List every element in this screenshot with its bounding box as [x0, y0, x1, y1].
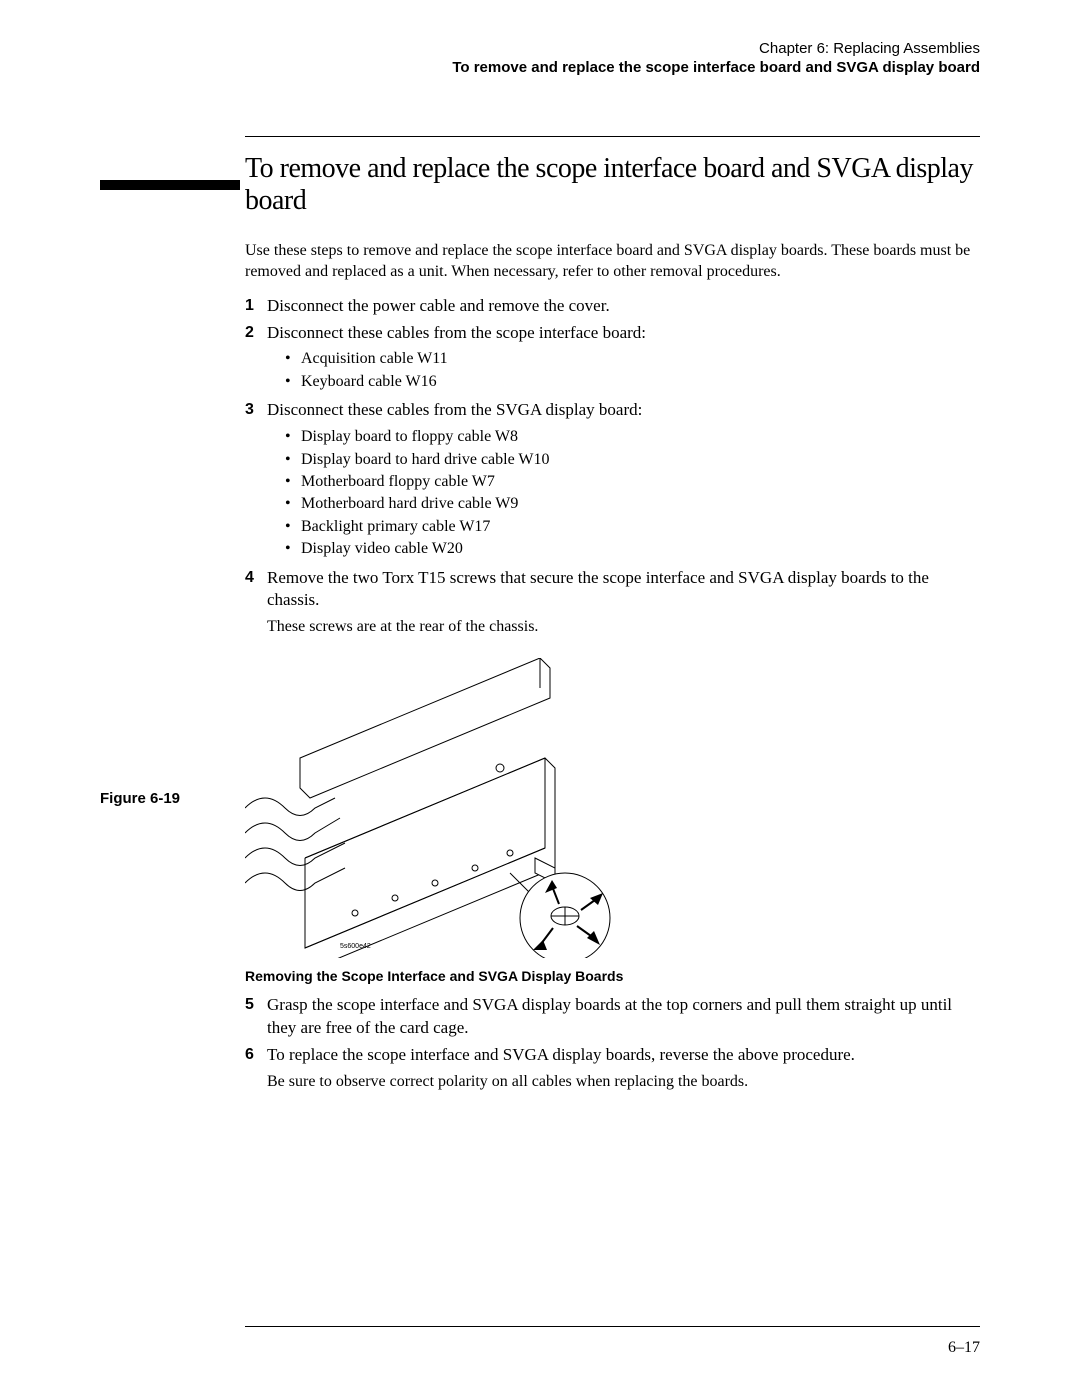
header-chapter: Chapter 6: Replacing Assemblies — [100, 40, 980, 57]
step-5: Grasp the scope interface and SVGA displ… — [245, 994, 980, 1040]
bullet-item: Backlight primary cable W17 — [285, 516, 980, 538]
step-4: Remove the two Torx T15 screws that secu… — [245, 567, 980, 638]
figure-label: Figure 6-19 — [100, 790, 180, 807]
step-text: Remove the two Torx T15 screws that secu… — [267, 568, 929, 610]
figure-diagram: 5s600e42 — [245, 658, 665, 958]
figure-block: Figure 6-19 — [245, 658, 980, 984]
step-text: Disconnect these cables from the scope i… — [267, 323, 646, 342]
section-marker-bar — [100, 180, 240, 190]
step-note: Be sure to observe correct polarity on a… — [267, 1071, 980, 1093]
step-6: To replace the scope interface and SVGA … — [245, 1044, 980, 1093]
figure-partref: 5s600e42 — [340, 943, 371, 950]
step-text: Disconnect the power cable and remove th… — [267, 296, 610, 315]
bullet-item: Motherboard hard drive cable W9 — [285, 493, 980, 515]
bullet-item: Display board to hard drive cable W10 — [285, 449, 980, 471]
bullet-item: Display board to floppy cable W8 — [285, 426, 980, 448]
step-text: To replace the scope interface and SVGA … — [267, 1045, 855, 1064]
page-number: 6–17 — [948, 1339, 980, 1357]
step-text: Grasp the scope interface and SVGA displ… — [267, 995, 952, 1037]
header-section: To remove and replace the scope interfac… — [100, 59, 980, 76]
rule-top — [245, 136, 980, 137]
content-area: To remove and replace the scope interfac… — [245, 153, 980, 1092]
intro-paragraph: Use these steps to remove and replace th… — [245, 241, 980, 283]
bullet-item: Motherboard floppy cable W7 — [285, 471, 980, 493]
step-2-bullets: Acquisition cable W11 Keyboard cable W16 — [285, 348, 980, 393]
rule-bottom — [245, 1326, 980, 1327]
step-1: Disconnect the power cable and remove th… — [245, 295, 980, 318]
bullet-item: Acquisition cable W11 — [285, 348, 980, 370]
step-3-bullets: Display board to floppy cable W8 Display… — [285, 426, 980, 560]
step-2: Disconnect these cables from the scope i… — [245, 322, 980, 394]
step-text: Disconnect these cables from the SVGA di… — [267, 400, 642, 419]
page-header: Chapter 6: Replacing Assemblies To remov… — [100, 40, 980, 76]
figure-caption: Removing the Scope Interface and SVGA Di… — [245, 968, 980, 984]
procedure-steps: Disconnect the power cable and remove th… — [245, 295, 980, 638]
bullet-item: Keyboard cable W16 — [285, 371, 980, 393]
procedure-steps-cont: Grasp the scope interface and SVGA displ… — [245, 994, 980, 1092]
step-note: These screws are at the rear of the chas… — [267, 616, 980, 638]
step-3: Disconnect these cables from the SVGA di… — [245, 399, 980, 560]
page-title: To remove and replace the scope interfac… — [245, 153, 980, 217]
bullet-item: Display video cable W20 — [285, 538, 980, 560]
